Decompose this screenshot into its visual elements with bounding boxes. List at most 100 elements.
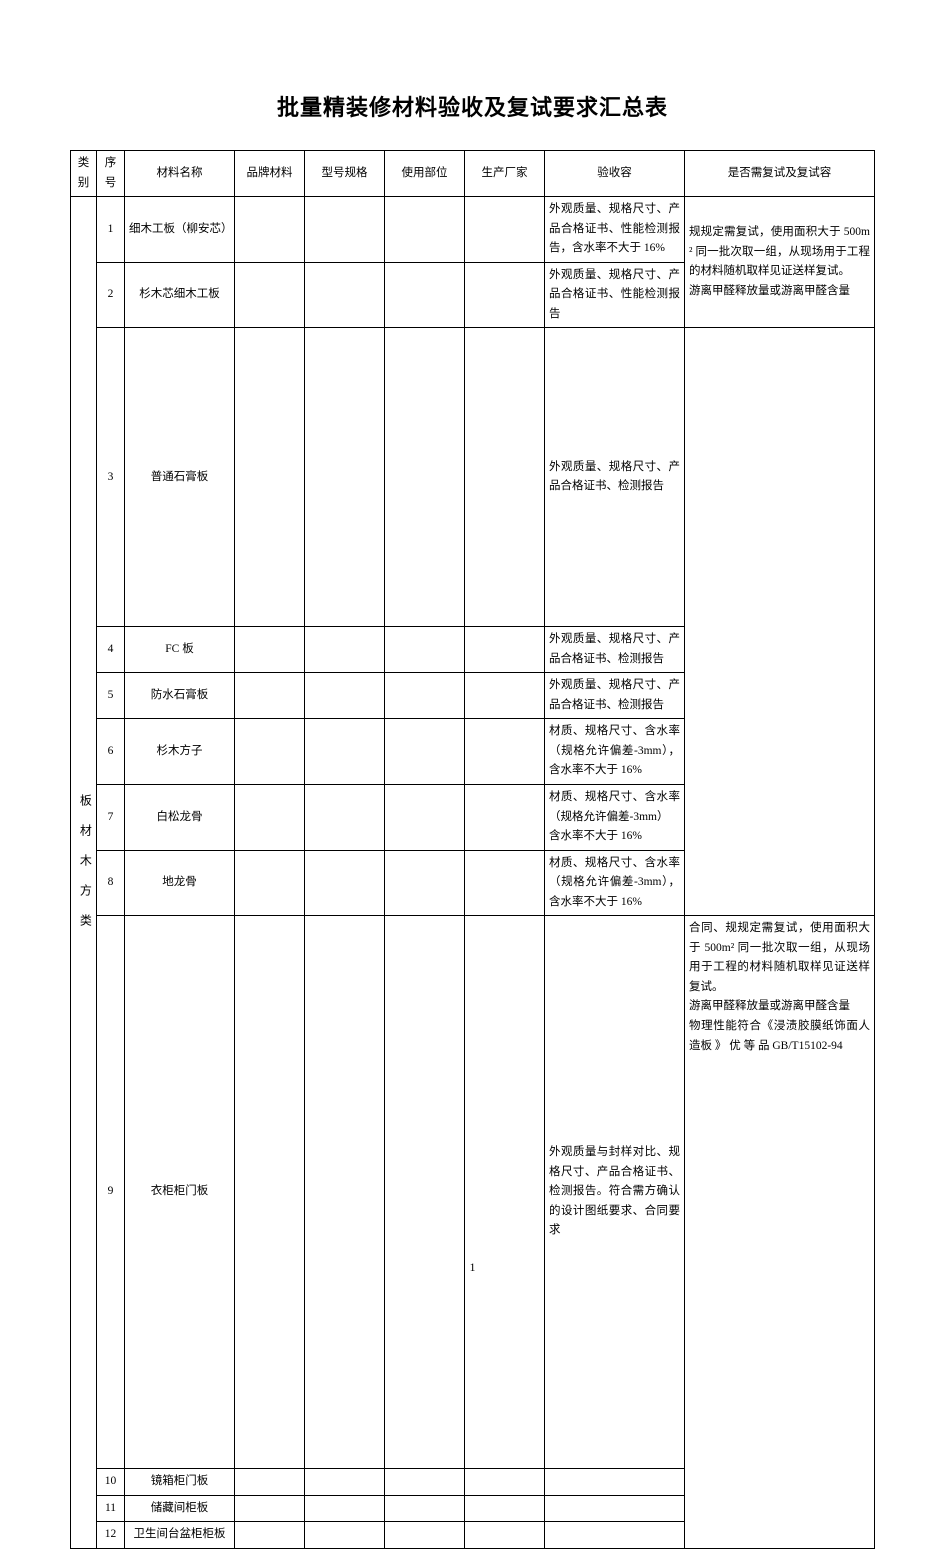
cell-acc: 外观质量与封样对比、规格尺寸、产品合格证书、检测报告。符合需方确认的设计图纸要求… (545, 916, 685, 1469)
cell-retest: 规规定需复试，使用面积大于 500m² 同一批次取一组，从现场用于工程的材料随机… (685, 197, 875, 328)
cell-mfr (465, 1469, 545, 1496)
cell-acc (545, 1495, 685, 1522)
cell-acc: 外观质量、规格尺寸、产品合格证书、性能检测报告，含水率不大于 16% (545, 197, 685, 263)
cell-mfr (465, 1522, 545, 1549)
cell-use (385, 1522, 465, 1549)
category-cell: 板材木方类 (71, 197, 97, 1549)
cell-name: 衣柜柜门板 (125, 916, 235, 1469)
table-row: 板材木方类 1 细木工板（柳安芯） 外观质量、规格尺寸、产品合格证书、性能检测报… (71, 197, 875, 263)
cell-brand (235, 1522, 305, 1549)
cell-model (305, 785, 385, 851)
cell-name: FC 板 (125, 627, 235, 673)
th-manufacturer: 生产厂家 (465, 151, 545, 197)
cell-use (385, 1469, 465, 1496)
cell-mfr (465, 197, 545, 263)
cell-acc: 外观质量、规格尺寸、产品合格证书、检测报告 (545, 673, 685, 719)
cell-idx: 3 (97, 328, 125, 627)
cell-model (305, 850, 385, 916)
cell-model (305, 1522, 385, 1549)
th-acceptance: 验收容 (545, 151, 685, 197)
cell-use (385, 262, 465, 328)
cell-model (305, 328, 385, 627)
cell-acc (545, 1469, 685, 1496)
th-use-part: 使用部位 (385, 151, 465, 197)
cell-acc: 材质、规格尺寸、含水率（规格允许偏差-3mm），含水率不大于 16% (545, 850, 685, 916)
cell-name: 镜箱柜门板 (125, 1469, 235, 1496)
cell-model (305, 673, 385, 719)
cell-mfr (465, 673, 545, 719)
cell-name: 储藏间柜板 (125, 1495, 235, 1522)
cell-brand (235, 1469, 305, 1496)
th-model: 型号规格 (305, 151, 385, 197)
cell-idx: 7 (97, 785, 125, 851)
cell-idx: 5 (97, 673, 125, 719)
cell-brand (235, 719, 305, 785)
cell-brand (235, 328, 305, 627)
cell-mfr (465, 916, 545, 1469)
cell-use (385, 1495, 465, 1522)
cell-name: 白松龙骨 (125, 785, 235, 851)
cell-idx: 10 (97, 1469, 125, 1496)
cell-brand (235, 262, 305, 328)
cell-idx: 2 (97, 262, 125, 328)
th-index: 序号 (97, 151, 125, 197)
cell-use (385, 719, 465, 785)
th-category: 类别 (71, 151, 97, 197)
cell-brand (235, 916, 305, 1469)
cell-mfr (465, 328, 545, 627)
table-row: 3 普通石膏板 外观质量、规格尺寸、产品合格证书、检测报告 (71, 328, 875, 627)
th-retest: 是否需复试及复试容 (685, 151, 875, 197)
cell-idx: 1 (97, 197, 125, 263)
cell-use (385, 627, 465, 673)
cell-name: 卫生间台盆柜柜板 (125, 1522, 235, 1549)
cell-model (305, 916, 385, 1469)
cell-mfr (465, 850, 545, 916)
cell-name: 细木工板（柳安芯） (125, 197, 235, 263)
cell-idx: 8 (97, 850, 125, 916)
cell-retest: 合同、规规定需复试，使用面积大于 500m² 同一批次取一组，从现场用于工程的材… (685, 916, 875, 1548)
cell-acc: 外观质量、规格尺寸、产品合格证书、检测报告 (545, 328, 685, 627)
cell-brand (235, 673, 305, 719)
cell-acc (545, 1522, 685, 1549)
cell-retest (685, 328, 875, 916)
cell-brand (235, 850, 305, 916)
cell-model (305, 1495, 385, 1522)
cell-use (385, 916, 465, 1469)
table-row: 9 衣柜柜门板 外观质量与封样对比、规格尺寸、产品合格证书、检测报告。符合需方确… (71, 916, 875, 1469)
cell-name: 杉木芯细木工板 (125, 262, 235, 328)
cell-idx: 6 (97, 719, 125, 785)
cell-model (305, 627, 385, 673)
page-number: 1 (0, 1260, 945, 1275)
th-material-name: 材料名称 (125, 151, 235, 197)
cell-brand (235, 627, 305, 673)
cell-name: 地龙骨 (125, 850, 235, 916)
cell-use (385, 328, 465, 627)
cell-mfr (465, 1495, 545, 1522)
cell-acc: 外观质量、规格尺寸、产品合格证书、性能检测报告 (545, 262, 685, 328)
cell-brand (235, 197, 305, 263)
cell-idx: 11 (97, 1495, 125, 1522)
table-header-row: 类别 序号 材料名称 品牌材料 型号规格 使用部位 生产厂家 验收容 是否需复试… (71, 151, 875, 197)
page-title: 批量精装修材料验收及复试要求汇总表 (70, 90, 875, 122)
cell-acc: 外观质量、规格尺寸、产品合格证书、检测报告 (545, 627, 685, 673)
cell-idx: 4 (97, 627, 125, 673)
cell-brand (235, 1495, 305, 1522)
cell-name: 防水石膏板 (125, 673, 235, 719)
cell-mfr (465, 719, 545, 785)
cell-model (305, 197, 385, 263)
cell-name: 杉木方子 (125, 719, 235, 785)
cell-idx: 9 (97, 916, 125, 1469)
cell-model (305, 1469, 385, 1496)
cell-acc: 材质、规格尺寸、含水率（规格允许偏差-3mm）含水率不大于 16% (545, 785, 685, 851)
cell-mfr (465, 627, 545, 673)
cell-use (385, 785, 465, 851)
cell-idx: 12 (97, 1522, 125, 1549)
cell-acc: 材质、规格尺寸、含水率（规格允许偏差-3mm），含水率不大于 16% (545, 719, 685, 785)
cell-mfr (465, 262, 545, 328)
th-brand: 品牌材料 (235, 151, 305, 197)
cell-use (385, 197, 465, 263)
cell-name: 普通石膏板 (125, 328, 235, 627)
cell-mfr (465, 785, 545, 851)
materials-table: 类别 序号 材料名称 品牌材料 型号规格 使用部位 生产厂家 验收容 是否需复试… (70, 150, 875, 1549)
cell-use (385, 673, 465, 719)
